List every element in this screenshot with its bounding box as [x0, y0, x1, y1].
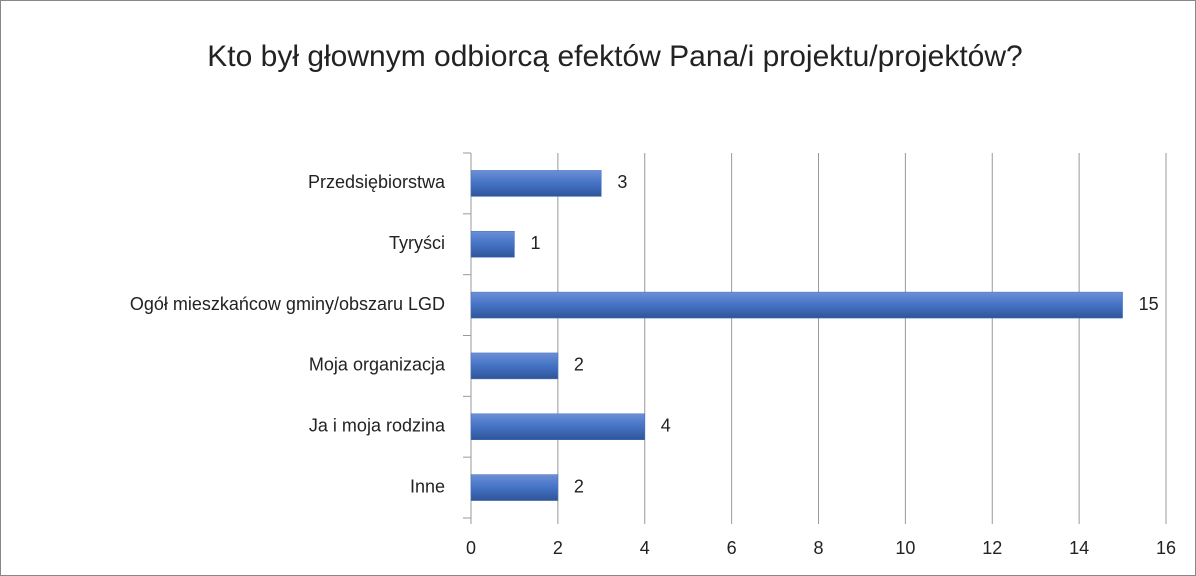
bar [470, 231, 515, 258]
x-tick-label: 4 [640, 538, 650, 558]
x-tick-label: 6 [727, 538, 737, 558]
y-tick-label: Ja i moja rodzina [309, 416, 446, 436]
bar [470, 474, 559, 501]
x-tick-label: 0 [466, 538, 476, 558]
data-label: 3 [617, 172, 627, 192]
x-tick-label: 2 [553, 538, 563, 558]
y-tick-label: Tyryści [389, 233, 445, 253]
y-tick-label: Ogół mieszkańcow gminy/obszaru LGD [130, 294, 445, 314]
data-label: 2 [574, 355, 584, 375]
bar [470, 170, 602, 197]
bar [470, 291, 1123, 319]
x-tick-label: 12 [982, 538, 1002, 558]
y-tick-label: Moja organizacja [309, 355, 446, 375]
data-label: 1 [530, 233, 540, 253]
x-tick-label: 10 [895, 538, 915, 558]
x-tick-label: 8 [813, 538, 823, 558]
data-label: 4 [661, 416, 671, 436]
data-label: 15 [1139, 294, 1159, 314]
bar [470, 413, 645, 440]
x-tick-label: 16 [1156, 538, 1176, 558]
data-label: 2 [574, 476, 584, 496]
y-tick-label: Inne [410, 476, 445, 496]
y-tick-label: Przedsiębiorstwa [308, 172, 446, 192]
x-tick-label: 14 [1069, 538, 1089, 558]
chart-title: Kto był głownym odbiorcą efektów Pana/i … [207, 40, 1023, 73]
bar [470, 352, 559, 380]
